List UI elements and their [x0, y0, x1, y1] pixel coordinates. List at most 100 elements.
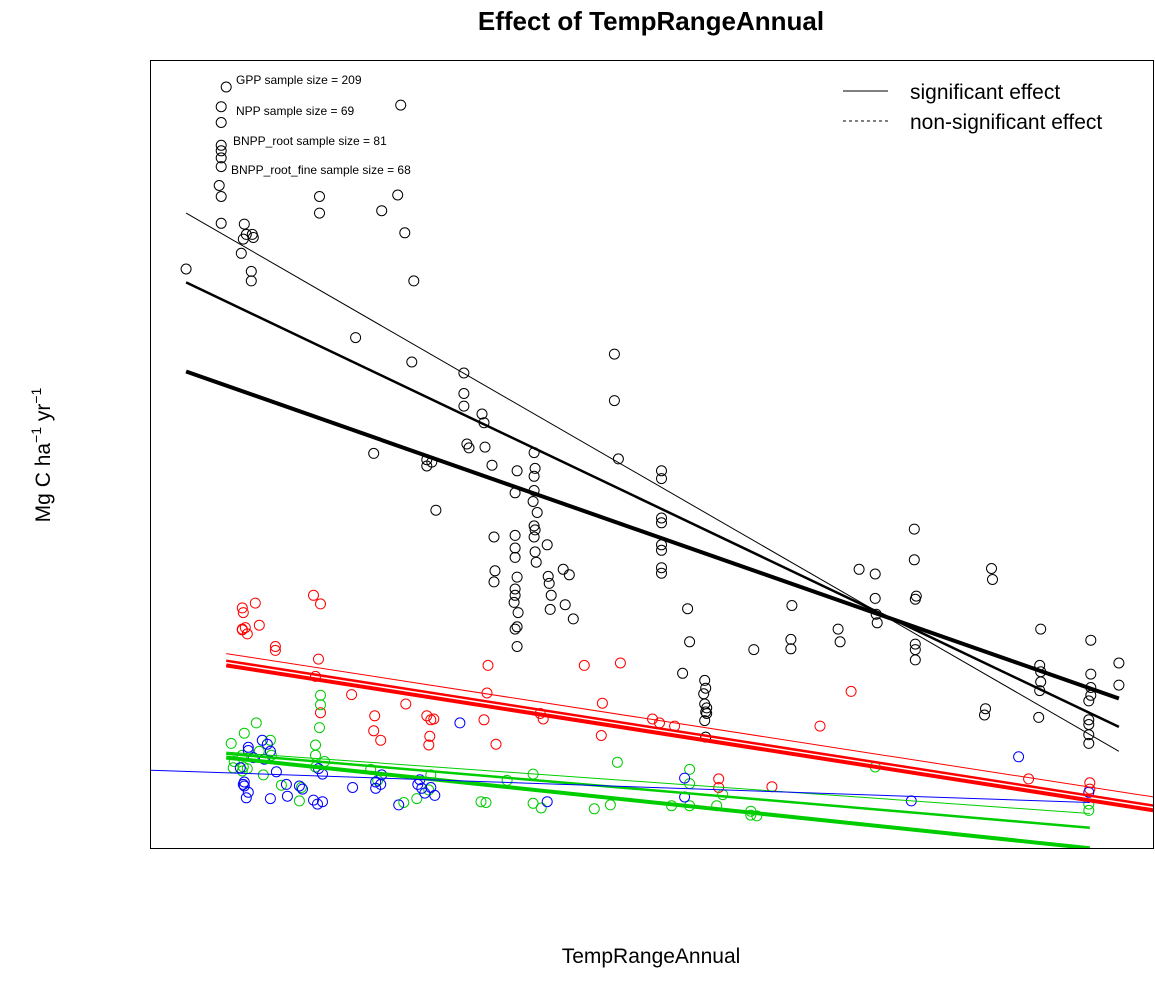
data-point-gpp-137: [1083, 737, 1095, 749]
data-point-npp-25: [482, 659, 494, 671]
data-point-npp-9: [269, 644, 281, 656]
data-point-gpp-38: [476, 408, 488, 420]
chart-title: Effect of TempRangeAnnual: [478, 6, 824, 36]
data-point-gpp-69: [541, 539, 553, 551]
data-point-gpp-79: [608, 395, 620, 407]
data-point-npp-11: [315, 598, 326, 610]
data-point-bnpp_root-41: [684, 763, 696, 775]
data-point-bnpp_root-30: [480, 797, 492, 808]
data-point-gpp-22: [392, 189, 404, 201]
data-point-gpp-53: [508, 596, 520, 608]
data-point-gpp-50: [511, 571, 523, 583]
data-point-gpp-81: [656, 465, 667, 477]
data-point-gpp-133: [1083, 695, 1095, 707]
data-point-gpp-8: [215, 217, 227, 229]
data-point-gpp-68: [530, 556, 542, 568]
data-point-gpp-111: [871, 617, 883, 629]
data-point-npp-18: [375, 734, 387, 746]
data-point-gpp-41: [486, 459, 498, 471]
y-axis-label-mid: yr: [32, 404, 55, 427]
data-point-bnpp_root_fine-18: [297, 783, 308, 795]
fit-line-npp-4: [226, 659, 1154, 807]
data-point-bnpp_root_fine-40: [1013, 751, 1025, 763]
data-point-bnpp_root-0: [225, 737, 237, 749]
data-point-bnpp_root-3: [236, 765, 248, 777]
data-point-gpp-7: [215, 191, 227, 202]
data-point-gpp-75: [559, 599, 571, 611]
data-point-gpp-2: [215, 117, 227, 128]
data-point-gpp-18: [246, 228, 258, 240]
data-point-gpp-5: [215, 152, 227, 164]
data-point-gpp-78: [608, 348, 620, 360]
data-point-npp-8: [269, 641, 281, 652]
data-point-gpp-74: [557, 563, 569, 575]
data-point-npp-1: [237, 607, 249, 619]
data-point-gpp-107: [853, 563, 865, 575]
data-point-bnpp_root-37: [611, 756, 623, 768]
data-point-gpp-96: [700, 706, 712, 718]
data-point-gpp-70: [542, 570, 554, 582]
data-point-npp-10: [308, 589, 319, 601]
data-point-bnpp_root_fine-15: [280, 778, 292, 790]
data-point-gpp-6: [215, 161, 227, 173]
data-point-gpp-134: [1083, 714, 1095, 726]
data-point-gpp-55: [511, 621, 523, 633]
data-point-gpp-103: [785, 633, 797, 645]
data-point-bnpp_root_fine-35: [429, 789, 441, 801]
data-point-gpp-54: [512, 607, 524, 619]
data-point-bnpp_root-13: [275, 779, 287, 791]
data-point-gpp-37: [463, 442, 475, 454]
data-point-gpp-80: [612, 453, 624, 465]
data-point-gpp-21: [376, 205, 388, 217]
data-point-npp-22: [424, 730, 436, 742]
data-point-bnpp_root_fine-37: [541, 796, 553, 808]
annotation-bnpp-root: BNPP_root sample size = 81: [233, 134, 387, 148]
fit-line-npp-3: [226, 653, 1154, 798]
data-point-bnpp_root-21: [315, 699, 326, 711]
data-point-bnpp_root_fine-19: [308, 794, 319, 806]
data-point-gpp-4: [215, 145, 227, 157]
data-point-bnpp_root-15: [295, 782, 307, 793]
data-point-gpp-123: [1035, 623, 1047, 635]
x-axis-label: TempRangeAnnual: [562, 945, 741, 968]
data-point-gpp-106: [832, 623, 844, 635]
data-point-gpp-89: [682, 603, 694, 615]
data-point-npp-27: [478, 714, 490, 726]
data-point-gpp-11: [235, 247, 247, 259]
data-point-bnpp_root_fine-38: [679, 772, 691, 784]
data-point-bnpp_root-14: [293, 795, 305, 807]
plot-frame: [150, 60, 1154, 849]
data-point-npp-28: [490, 738, 502, 750]
data-point-gpp-56: [509, 623, 521, 635]
data-point-gpp-122: [987, 574, 998, 585]
data-point-bnpp_root-26: [411, 793, 423, 805]
data-point-gpp-34: [458, 388, 470, 399]
data-point-npp-6: [249, 597, 261, 609]
data-point-gpp-1: [215, 101, 227, 113]
fit-line-bnpp_root-7: [226, 752, 1090, 829]
data-point-gpp-57: [511, 641, 523, 652]
data-point-gpp-128: [1033, 711, 1045, 723]
data-point-gpp-118: [909, 654, 921, 666]
data-point-npp-43: [1023, 773, 1035, 785]
data-point-gpp-87: [656, 562, 667, 574]
data-point-gpp-0: [180, 263, 192, 275]
data-point-bnpp_root-34: [535, 802, 547, 814]
y-axis-label-base: Mg C ha: [32, 443, 55, 523]
plot-area: [151, 81, 1154, 849]
annotation-npp: NPP sample size = 69: [236, 104, 354, 118]
data-point-gpp-32: [430, 504, 442, 516]
data-point-gpp-93: [700, 682, 712, 694]
data-point-gpp-100: [701, 708, 713, 719]
data-point-gpp-109: [869, 592, 881, 604]
data-point-bnpp_root_fine-29: [393, 799, 405, 811]
data-point-npp-41: [845, 685, 857, 697]
legend-significant-label: significant effect: [910, 81, 1060, 104]
data-point-bnpp_root-4: [238, 727, 250, 739]
data-point-bnpp_root-10: [264, 734, 276, 746]
data-point-bnpp_root_fine-13: [264, 793, 276, 805]
data-point-bnpp_root-8: [250, 717, 262, 729]
data-point-gpp-92: [699, 674, 711, 686]
